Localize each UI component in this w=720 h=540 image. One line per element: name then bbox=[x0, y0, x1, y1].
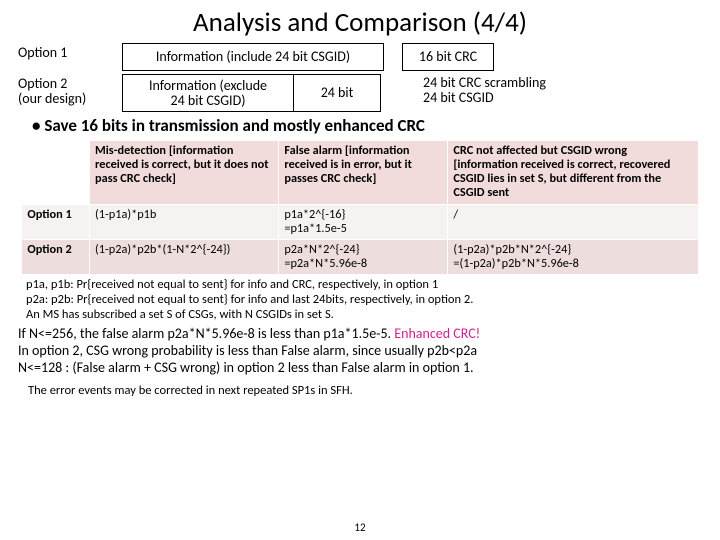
option2-info-l2: 24 bit CSGID) bbox=[171, 93, 246, 108]
th-csgid-wrong: CRC not affected but CSGID wrong [inform… bbox=[448, 141, 698, 205]
th-misdetection: Mis-detection [information received is c… bbox=[90, 141, 279, 205]
cell-opt1-csg: / bbox=[448, 204, 698, 239]
bullet-save: Save 16 bits in transmission and mostly … bbox=[32, 115, 702, 136]
th-blank bbox=[22, 141, 90, 205]
table-header-row: Mis-detection [information received is c… bbox=[22, 141, 698, 205]
cell-opt2-csg-l2: =(1-p2a)*p2b*N*5.96e-8 bbox=[453, 256, 579, 271]
option2-label: Option 2 (our design) bbox=[18, 74, 122, 112]
option2-24bit-box: 24 bit bbox=[294, 74, 381, 112]
conclusion-l3: N<=128 : (False alarm + CSG wrong) in op… bbox=[18, 359, 474, 376]
cell-opt2-fa-l2: =p2a*N*5.96e-8 bbox=[284, 256, 367, 271]
note-l3: An MS has subscribed a set S of CSGs, wi… bbox=[26, 307, 334, 322]
cell-opt1-mis: (1-p1a)*p1b bbox=[90, 204, 279, 239]
cell-opt2-mis: (1-p2a)*p2b*(1-N*2^{-24}) bbox=[90, 239, 279, 274]
cell-opt2-label: Option 2 bbox=[22, 239, 90, 274]
slide: Analysis and Comparison (4/4) Option 1 I… bbox=[0, 0, 720, 540]
slide-title: Analysis and Comparison (4/4) bbox=[18, 6, 702, 39]
cell-opt1-fa: p1a*2^{-16} =p1a*1.5e-5 bbox=[279, 204, 448, 239]
cell-opt1-fa-l1: p1a*2^{-16} bbox=[284, 207, 345, 222]
option2-row: Option 2 (our design) Information (exclu… bbox=[18, 74, 702, 112]
conclusion-l2: In option 2, CSG wrong probability is le… bbox=[18, 342, 477, 359]
option2-info-box: Information (exclude 24 bit CSGID) bbox=[122, 74, 294, 112]
note-l1: p1a, p1b: Pr{received not equal to sent}… bbox=[26, 277, 438, 292]
option1-label: Option 1 bbox=[18, 43, 122, 71]
conclusion-l1a: If N<=256, the false alarm p2a*N*5.96e-8… bbox=[18, 325, 394, 342]
option2-note-l2: 24 bit CSGID bbox=[423, 89, 494, 106]
probability-notes: p1a, p1b: Pr{received not equal to sent}… bbox=[26, 277, 698, 322]
option1-crc-box: 16 bit CRC bbox=[402, 43, 494, 71]
footnote: The error events may be corrected in nex… bbox=[28, 383, 702, 398]
note-l2: p2a: p2b: Pr{received not equal to sent}… bbox=[26, 292, 473, 307]
page-number: 12 bbox=[0, 521, 720, 534]
option1-row: Option 1 Information (include 24 bit CSG… bbox=[18, 43, 702, 71]
table-row-opt1: Option 1 (1-p1a)*p1b p1a*2^{-16} =p1a*1.… bbox=[22, 204, 698, 239]
cell-opt2-csg-l1: (1-p2a)*p2b*N*2^{-24} bbox=[453, 242, 571, 257]
option1-info-box: Information (include 24 bit CSGID) bbox=[122, 43, 384, 71]
conclusion: If N<=256, the false alarm p2a*N*5.96e-8… bbox=[18, 326, 702, 376]
cell-opt2-csg: (1-p2a)*p2b*N*2^{-24} =(1-p2a)*p2b*N*5.9… bbox=[448, 239, 698, 274]
cell-opt2-fa: p2a*N*2^{-24} =p2a*N*5.96e-8 bbox=[279, 239, 448, 274]
th-falsealarm: False alarm [information received is in … bbox=[279, 141, 448, 205]
option2-info-l1: Information (exclude bbox=[149, 78, 267, 93]
comparison-table: Mis-detection [information received is c… bbox=[21, 140, 698, 275]
cell-opt1-fa-l2: =p1a*1.5e-5 bbox=[284, 221, 347, 236]
option2-label-l2: (our design) bbox=[18, 90, 86, 107]
cell-opt2-fa-l1: p2a*N*2^{-24} bbox=[284, 242, 359, 257]
table-row-opt2: Option 2 (1-p2a)*p2b*(1-N*2^{-24}) p2a*N… bbox=[22, 239, 698, 274]
conclusion-enhanced: Enhanced CRC! bbox=[394, 325, 480, 342]
option2-note: 24 bit CRC scrambling 24 bit CSGID bbox=[423, 74, 546, 112]
cell-opt1-label: Option 1 bbox=[22, 204, 90, 239]
